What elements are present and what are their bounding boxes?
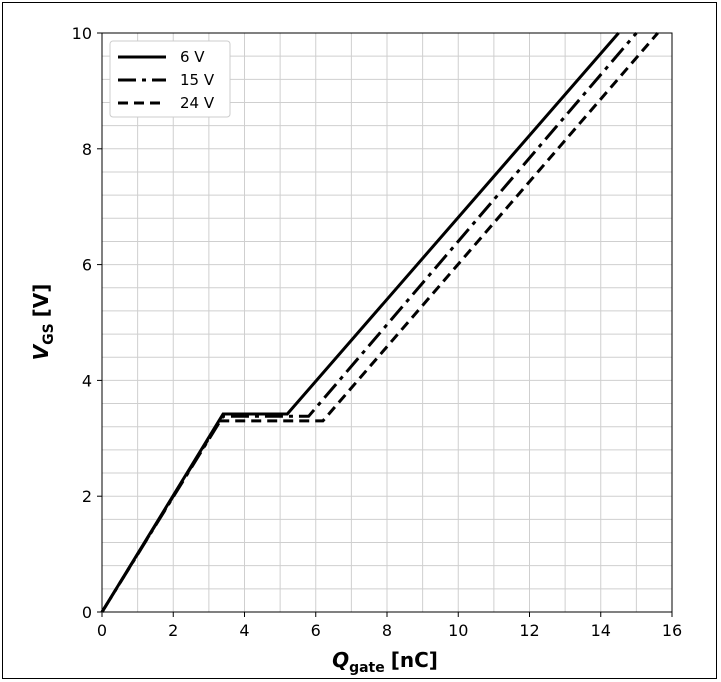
series-line-6v [100,32,620,613]
y-tick-label: 10 [72,24,92,43]
x-tick-label: 6 [311,621,321,640]
x-tick-label: 0 [97,621,107,640]
ticks: 0 2 4 6 8 10 12 14 16 0 2 4 6 8 10 [72,24,683,640]
legend-label-15v: 15 V [180,71,215,89]
legend: 6 V 15 V 24 V [109,40,231,118]
y-tick-label: 0 [82,603,92,622]
x-axis-label-main: Q [332,648,349,672]
series-line-15v [100,32,638,613]
y-tick-label: 4 [82,371,92,390]
x-tick-label: 14 [591,621,611,640]
x-tick-label: 16 [662,621,682,640]
y-tick-label: 6 [82,256,92,275]
y-axis-label-sub: GS [41,323,57,345]
legend-label-6v: 6 V [180,48,205,66]
y-tick-label: 2 [82,487,92,506]
y-axis-label: VGS [V] [29,284,57,361]
grid [101,32,673,613]
y-axis-label-main: V [29,343,53,360]
x-tick-label: 10 [448,621,468,640]
series-line-24v [100,32,659,613]
y-tick-label: 8 [82,140,92,159]
legend-box [109,40,231,118]
x-tick-label: 2 [168,621,178,640]
x-axis-label: Qgate [nC] [332,648,438,676]
y-axis-label-unit: [V] [29,284,53,318]
x-tick-label: 4 [239,621,249,640]
legend-label-24v: 24 V [180,94,215,112]
x-axis-label-sub: gate [349,660,385,676]
x-axis-label-unit: [nC] [391,648,438,672]
x-tick-label: 8 [382,621,392,640]
series-lines [100,32,659,613]
x-tick-label: 12 [519,621,539,640]
